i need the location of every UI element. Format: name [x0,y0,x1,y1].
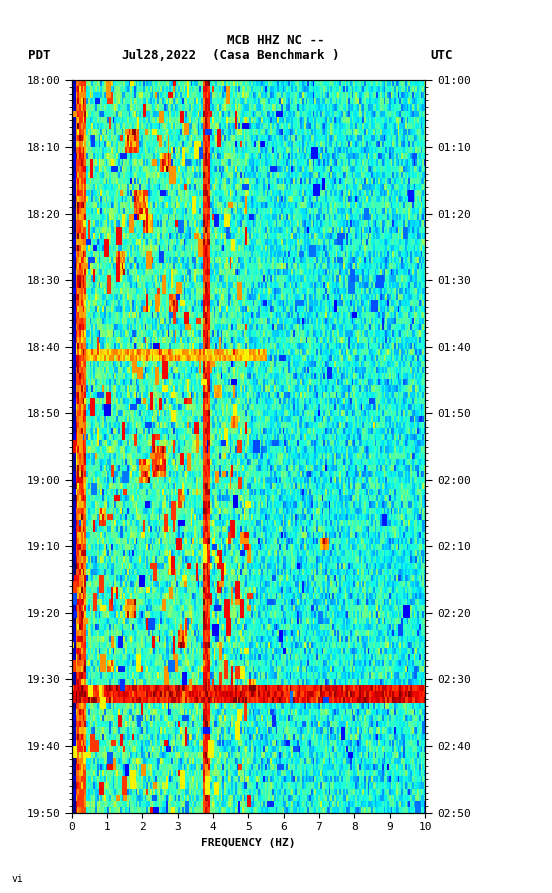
Text: vi: vi [11,874,23,884]
Text: Jul28,2022: Jul28,2022 [121,49,197,62]
X-axis label: FREQUENCY (HZ): FREQUENCY (HZ) [201,838,296,848]
Text: UTC: UTC [431,49,453,62]
Polygon shape [6,4,55,38]
Text: MCB HHZ NC --: MCB HHZ NC -- [227,34,325,46]
Text: PDT: PDT [28,49,50,62]
Text: (Casa Benchmark ): (Casa Benchmark ) [213,49,339,62]
Text: USGS: USGS [27,21,52,30]
